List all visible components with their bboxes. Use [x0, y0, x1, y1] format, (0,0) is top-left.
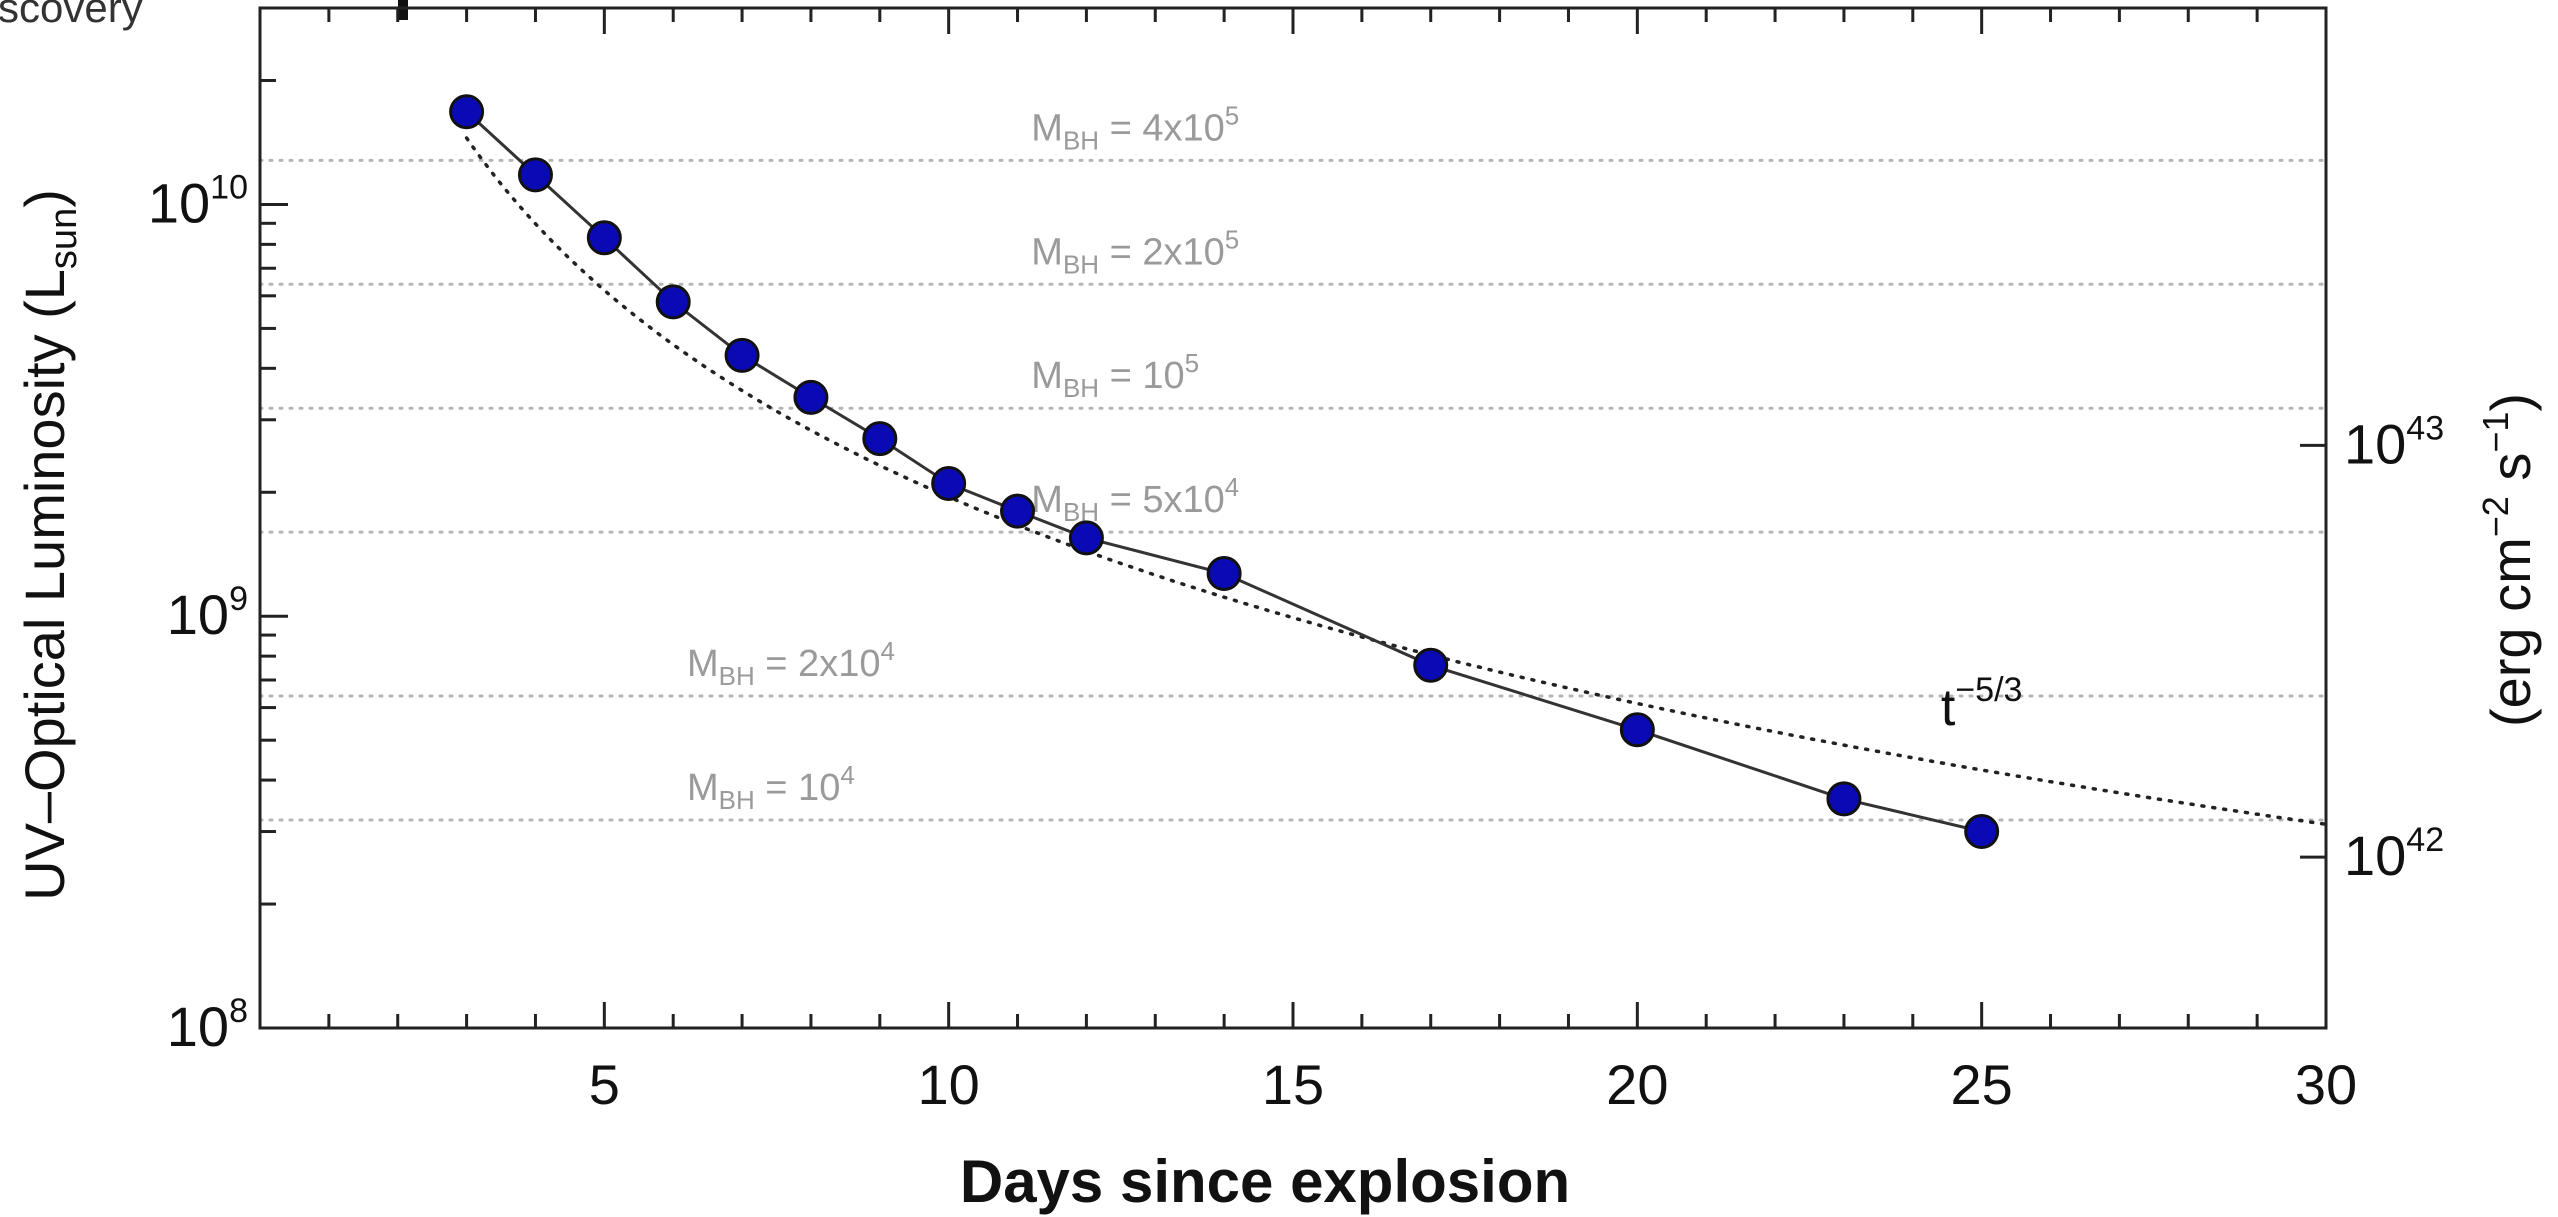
mbh-label-exp: 5: [1225, 100, 1239, 130]
y-tick-base: 10: [167, 995, 229, 1058]
y-axis-title-close: ): [13, 189, 76, 208]
mbh-label-rest: = 4x10: [1099, 107, 1225, 149]
data-point: [793, 379, 829, 415]
mbh-label-rest: = 5x10: [1099, 479, 1225, 521]
right-axis-tick-label: 1043: [2344, 409, 2444, 475]
x-tick-label: 30: [2295, 1053, 2357, 1116]
mbh-label-m: M: [1031, 231, 1063, 273]
data-point: [1068, 520, 1104, 556]
mbh-label-m: M: [687, 643, 719, 685]
powerlaw-curve-group: t−5/3: [464, 136, 2328, 827]
right-axis-title-exp1: −2: [2475, 496, 2516, 537]
mbh-label-sub: BH: [719, 785, 755, 815]
right-tick-exp: 43: [2406, 409, 2444, 447]
mbh-label-rest: = 10: [1099, 355, 1185, 397]
data-point: [449, 94, 485, 130]
mbh-label-sub: BH: [719, 661, 755, 691]
mbh-label-m: M: [1031, 479, 1063, 521]
y-tick-base: 10: [148, 171, 210, 234]
mbh-label-sub: BH: [1063, 373, 1099, 403]
powerlaw-curve: [464, 136, 2328, 827]
y-tick-label: 109: [167, 580, 248, 646]
mbh-label-m: M: [1031, 355, 1063, 397]
mbh-label-rest: = 10: [755, 767, 841, 809]
mbh-label-m: M: [1031, 107, 1063, 149]
right-tick-base: 10: [2344, 412, 2406, 475]
x-tick-label: 10: [918, 1053, 980, 1116]
right-axis-title: (erg cm−2 s−1): [2475, 393, 2542, 727]
mbh-label: MBH = 104: [687, 760, 855, 815]
x-tick-label: 15: [1262, 1053, 1324, 1116]
mbh-label-sub: BH: [1063, 125, 1099, 155]
right-tick-exp: 42: [2406, 821, 2444, 859]
right-axis-tick-label: 1042: [2344, 821, 2444, 887]
mbh-label-rest: = 2x10: [755, 643, 881, 685]
mbh-label-exp: 5: [1185, 348, 1199, 378]
mbh-label-rest: = 2x10: [1099, 231, 1225, 273]
right-axis-title-main: (erg cm: [2479, 537, 2542, 727]
data-point: [517, 157, 553, 193]
x-axis-ticks: 5 10 15 20 25 30: [327, 8, 2357, 1116]
right-axis-title-mid: s: [2479, 453, 2542, 497]
right-axis-title-close: ): [2479, 393, 2542, 412]
y-tick-exp: 8: [229, 992, 248, 1030]
right-axis-title-exp2: −1: [2475, 412, 2516, 453]
data-point: [1000, 493, 1036, 529]
mbh-label-exp: 4: [880, 636, 894, 666]
mbh-label: MBH = 5x104: [1031, 472, 1239, 527]
mbh-label: MBH = 105: [1031, 348, 1199, 403]
powerlaw-label-exp: −5/3: [1955, 671, 2022, 709]
mbh-label: MBH = 4x105: [1031, 100, 1239, 155]
powerlaw-label: t−5/3: [1941, 671, 2023, 737]
top-left-mark: [398, 0, 408, 20]
data-point: [931, 466, 967, 502]
y-tick-exp: 9: [229, 580, 248, 618]
data-series: [449, 94, 2000, 850]
mbh-label-exp: 4: [1225, 472, 1239, 502]
data-point: [655, 284, 691, 320]
top-left-fragment: scovery: [0, 0, 143, 31]
y-tick-base: 10: [167, 583, 229, 646]
x-tick-label: 25: [1951, 1053, 2013, 1116]
mbh-label: MBH = 2x105: [1031, 224, 1239, 279]
y-axis-title: UV–Optical Luminosity (Lsun): [13, 189, 85, 901]
x-axis-title: Days since explosion: [960, 1148, 1570, 1215]
data-point: [1619, 712, 1655, 748]
data-point: [1413, 647, 1449, 683]
y-tick-label: 108: [167, 992, 248, 1058]
mbh-label-exp: 5: [1225, 224, 1239, 254]
data-point: [1964, 814, 2000, 850]
mbh-label-sub: BH: [1063, 249, 1099, 279]
mbh-label-m: M: [687, 767, 719, 809]
data-point: [586, 220, 622, 256]
x-tick-label: 5: [589, 1053, 620, 1116]
powerlaw-label-t: t: [1941, 679, 1956, 737]
y-axis-title-sub: sun: [43, 208, 85, 269]
y-axis-title-main: UV–Optical Luminosity (L: [13, 269, 76, 901]
y-tick-exp: 10: [210, 168, 248, 206]
y-tick-label: 1010: [148, 168, 248, 234]
data-point: [724, 337, 760, 373]
mbh-label-exp: 4: [840, 760, 854, 790]
data-point: [1826, 781, 1862, 817]
mbh-reference-lines: [258, 158, 2328, 822]
right-tick-base: 10: [2344, 824, 2406, 887]
data-point: [1206, 555, 1242, 591]
data-point: [862, 421, 898, 457]
x-tick-label: 20: [1606, 1053, 1668, 1116]
mbh-label: MBH = 2x104: [687, 636, 895, 691]
